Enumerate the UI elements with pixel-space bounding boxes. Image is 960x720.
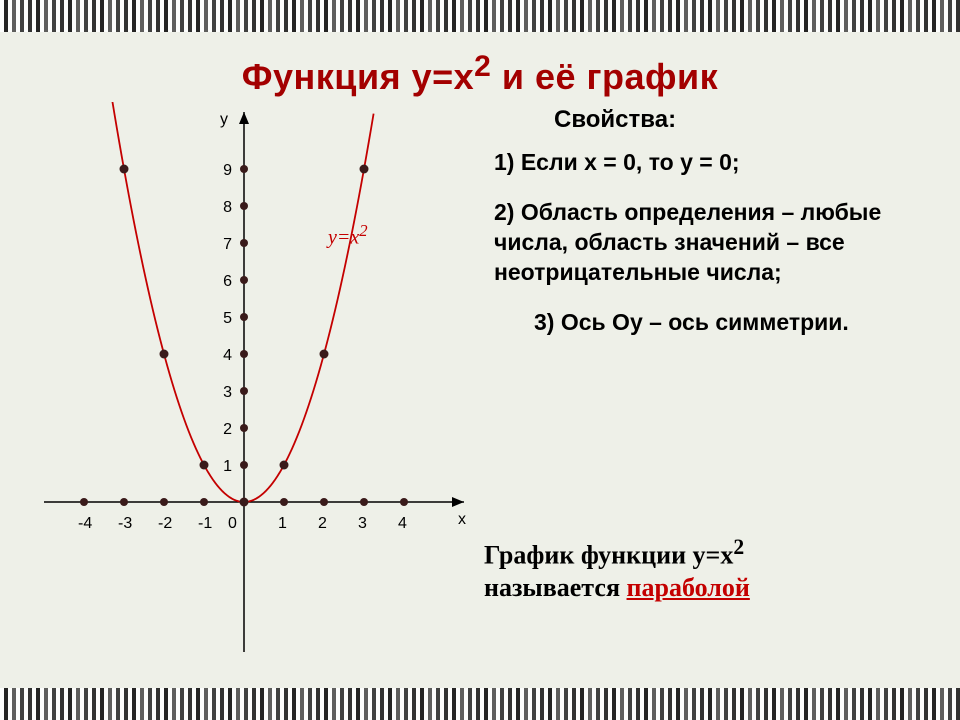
svg-text:2: 2	[318, 515, 327, 532]
svg-text:8: 8	[223, 199, 232, 216]
svg-text:0: 0	[228, 515, 237, 532]
svg-text:3: 3	[358, 515, 367, 532]
property-2: 2) Область определения – любые числа, об…	[494, 198, 930, 288]
slide-title: Функция y=x2 и её график	[24, 50, 936, 98]
title-sup: 2	[474, 50, 491, 83]
svg-text:-3: -3	[118, 515, 132, 532]
svg-text:7: 7	[223, 236, 232, 253]
title-text-a: Функция y=x	[242, 56, 474, 97]
curve-label-a: y=x	[328, 226, 359, 248]
svg-text:-1: -1	[198, 515, 212, 532]
svg-text:9: 9	[223, 162, 232, 179]
svg-text:x: x	[458, 511, 466, 528]
svg-text:3: 3	[223, 384, 232, 401]
caption-b: называется	[484, 573, 627, 602]
svg-text:1: 1	[278, 515, 287, 532]
svg-text:-2: -2	[158, 515, 172, 532]
svg-text:-4: -4	[78, 515, 92, 532]
title-text-b: и её график	[491, 56, 718, 97]
top-border-stripe	[0, 0, 960, 32]
svg-text:6: 6	[223, 273, 232, 290]
properties-column: Свойства: 1) Если х = 0, то у = 0; 2) Об…	[494, 102, 936, 357]
svg-text:4: 4	[223, 347, 232, 364]
graph-container: xy-4-3-2-112340123456789 y=x2	[34, 102, 474, 662]
svg-text:1: 1	[223, 458, 232, 475]
curve-label-sup: 2	[359, 221, 367, 240]
svg-text:4: 4	[398, 515, 407, 532]
curve-label: y=x2	[328, 221, 368, 250]
property-3: 3) Ось Оу – ось симметрии.	[534, 308, 930, 338]
caption-a: График функции y=x	[484, 541, 733, 570]
parabola-chart: x y -4 -3 -2 -1 1 2 3 4 0 1 2 3 4 5 6 7 8 9	[34, 102, 474, 662]
svg-text:5: 5	[223, 310, 232, 327]
properties-heading: Свойства:	[554, 106, 930, 134]
caption-sup: 2	[733, 535, 744, 559]
svg-text:y: y	[220, 111, 228, 128]
bottom-border-stripe	[0, 688, 960, 720]
caption-parabola: параболой	[627, 573, 750, 602]
svg-text:2: 2	[223, 421, 232, 438]
property-1: 1) Если х = 0, то у = 0;	[494, 148, 930, 178]
caption: График функции y=x2 называется параболой	[484, 534, 926, 605]
body-area: xy-4-3-2-112340123456789 y=x2 Свойства: …	[24, 102, 936, 682]
slide-content: Функция y=x2 и её график xy-4-3-2-112340…	[0, 36, 960, 684]
